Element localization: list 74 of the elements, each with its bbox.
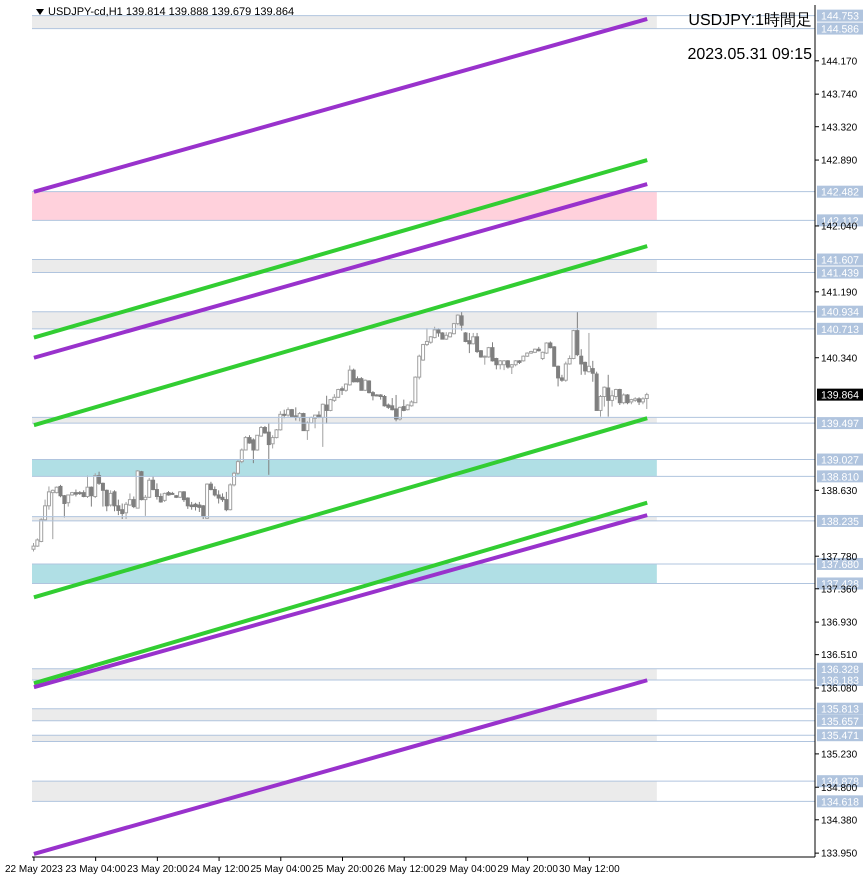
y-tick-label: 136.930 [821,618,858,629]
x-tick-label: 29 May 20:00 [497,864,558,875]
candlestick [324,395,329,424]
ref-line-label: 142.482 [821,186,860,199]
candlestick [475,332,480,354]
ref-line-label: 136.328 [821,664,860,676]
y-tick-label: 134.380 [821,815,858,826]
ref-line-label: 141.607 [821,254,860,267]
y-tick-label: 143.740 [821,90,858,101]
candlestick [359,376,364,391]
candlestick [398,406,402,422]
ref-line-label: 139.497 [821,418,860,430]
x-tick-label: 25 May 04:00 [250,864,312,875]
candlestick [622,392,626,405]
y-tick-label: 136.510 [821,650,858,662]
y-tick-label: 141.190 [821,287,858,298]
candlestick [394,394,398,422]
candlestick [182,490,186,502]
y-tick-label: 144.170 [821,56,858,68]
y-tick-label: 143.320 [821,122,858,134]
candlestick [586,332,591,373]
candlestick [66,494,70,508]
candlestick [93,472,98,499]
x-tick-label: 24 May 12:00 [188,864,250,875]
y-tick-label: 135.230 [821,749,858,760]
y-tick-label: 140.340 [821,353,858,364]
candlestick [460,312,464,332]
candlestick [216,490,221,504]
candlestick [564,361,568,382]
x-tick-label: 26 May 12:00 [374,864,435,875]
candlestick [352,368,356,384]
ref-line-label: 139.027 [821,454,860,467]
candlestick [89,486,94,508]
ref-line-label: 144.586 [821,24,860,36]
ref-line-label: 144.753 [821,10,860,23]
candlestick [162,492,167,502]
candlestick [498,360,502,370]
x-tick-label: 30 May 12:00 [559,864,620,875]
x-tick-label: 29 May 04:00 [436,864,497,875]
ref-line-label: 141.439 [821,268,860,280]
chart-subtitle: USDJPY:1時間足 [688,10,812,31]
text: 139.864 [821,390,860,402]
ref-line-label: 138.235 [821,516,860,528]
y-tick-label: 138.630 [821,486,858,497]
candlestick [120,502,124,520]
candlestick [626,394,630,405]
candlestick [86,475,90,499]
candlestick [201,504,206,520]
ref-line-label: 134.618 [821,796,860,808]
ref-line-label: 135.813 [821,704,860,716]
x-tick-label: 23 May 04:00 [65,864,126,875]
candlestick [108,490,113,508]
ref-line-label: 140.713 [821,324,860,336]
candlestick [266,423,271,476]
x-tick-label: 22 May 2023 [5,864,64,875]
candlestick [618,388,622,406]
ref-line-label: 140.934 [821,306,860,319]
candlestick [502,360,506,371]
annotation: 2023.05.31 09:15 [687,46,812,64]
x-tick-label: 23 May 20:00 [127,864,188,875]
candlestick [112,490,116,512]
candlestick [467,332,472,354]
candlestick [132,496,136,509]
candlestick [606,374,610,418]
ref-line-label: 138.810 [821,471,860,484]
ref-line-label: 135.471 [821,730,860,742]
ref-line-label: 135.657 [821,716,860,728]
y-tick-label: 133.950 [821,848,858,860]
candlestick [286,406,290,418]
candlestick [610,390,614,408]
x-tick-label: 25 May 20:00 [312,864,374,875]
y-tick-label: 142.890 [821,156,858,167]
candlestick [644,392,649,410]
chart-title: USDJPY-cd,H1 139.814 139.888 139.679 139.864 [48,6,294,18]
